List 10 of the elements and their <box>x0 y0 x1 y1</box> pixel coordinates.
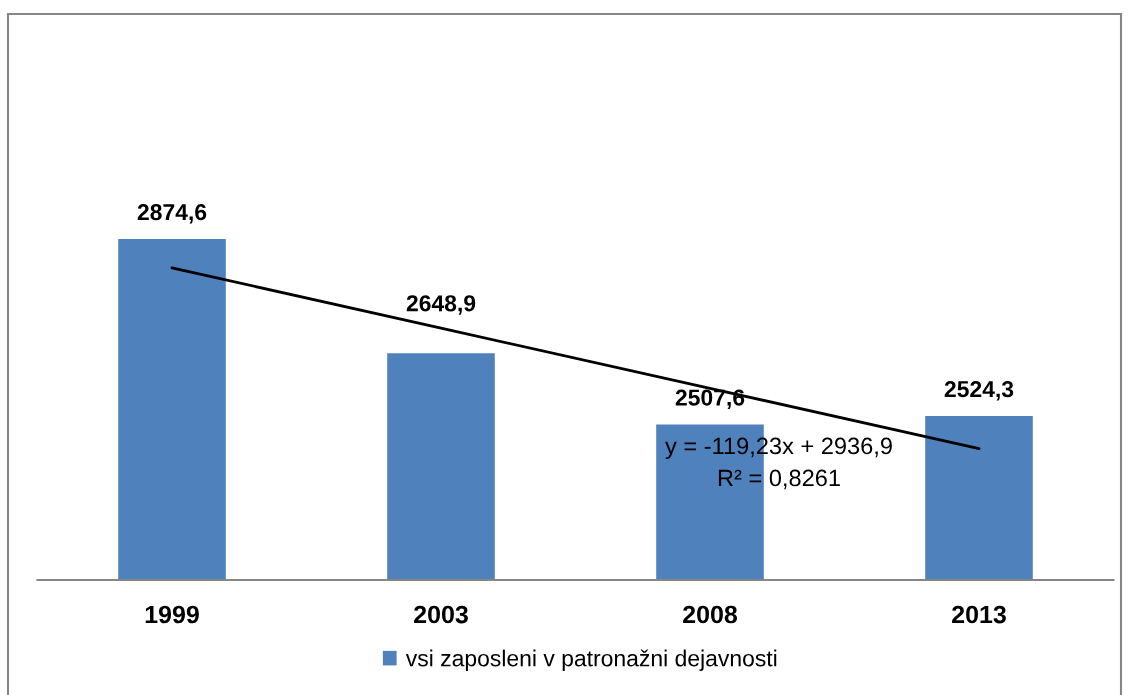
x-tick-label: 2013 <box>952 605 1006 624</box>
legend-label: vsi zaposleni v patronažni dejavnosti <box>405 649 777 671</box>
x-tick-label: 2003 <box>414 605 468 624</box>
data-label: 2648,9 <box>406 295 476 315</box>
annotation: R² = 0,8261 <box>718 469 840 490</box>
data-label: 2507,6 <box>675 389 745 410</box>
x-tick-label: 1999 <box>145 605 199 624</box>
data-label: 2524,3 <box>944 381 1014 401</box>
x-tick-label: 2008 <box>683 605 738 624</box>
data-label: 2874,6 <box>137 204 207 224</box>
